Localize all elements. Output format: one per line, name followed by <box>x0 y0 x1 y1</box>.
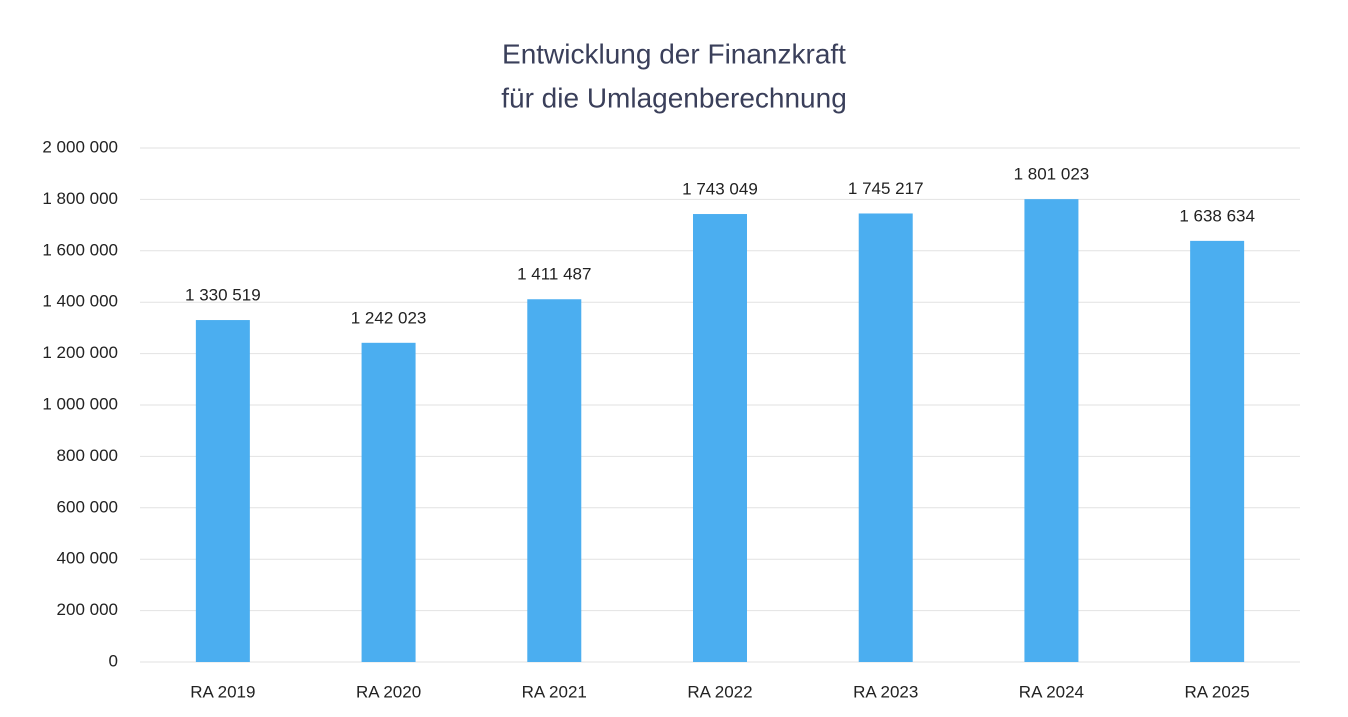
bar <box>858 213 913 662</box>
value-label: 1 745 217 <box>848 179 924 198</box>
value-label: 1 801 023 <box>1014 165 1090 184</box>
x-tick-label: RA 2023 <box>853 682 918 701</box>
y-tick-label: 2 000 000 <box>42 137 118 156</box>
y-tick-label: 200 000 <box>57 600 118 619</box>
y-tick-label: 1 600 000 <box>42 240 118 259</box>
x-tick-label: RA 2025 <box>1185 682 1250 701</box>
x-tick-label: RA 2022 <box>687 682 752 701</box>
y-tick-label: 1 400 000 <box>42 292 118 311</box>
chart-title: für die Umlagenberechnung <box>501 82 847 113</box>
x-tick-label: RA 2024 <box>1019 682 1084 701</box>
y-tick-label: 1 000 000 <box>42 394 118 413</box>
value-label: 1 743 049 <box>682 180 758 199</box>
bar <box>1024 199 1079 662</box>
y-tick-label: 1 200 000 <box>42 343 118 362</box>
value-label: 1 242 023 <box>351 308 427 327</box>
x-tick-label: RA 2021 <box>522 682 587 701</box>
y-tick-label: 1 800 000 <box>42 189 118 208</box>
bar <box>527 299 582 662</box>
bar <box>1190 240 1245 662</box>
x-tick-label: RA 2019 <box>190 682 255 701</box>
x-tick-label: RA 2020 <box>356 682 421 701</box>
value-label: 1 330 519 <box>185 286 261 305</box>
y-tick-label: 0 <box>109 651 118 670</box>
y-tick-label: 800 000 <box>57 446 118 465</box>
value-label: 1 411 487 <box>517 265 591 284</box>
bar <box>361 342 416 662</box>
bar <box>195 320 250 662</box>
bar <box>693 214 747 662</box>
chart-title: Entwicklung der Finanzkraft <box>502 38 846 69</box>
y-tick-label: 400 000 <box>57 549 118 568</box>
value-label: 1 638 634 <box>1179 206 1255 225</box>
y-tick-label: 600 000 <box>57 497 118 516</box>
